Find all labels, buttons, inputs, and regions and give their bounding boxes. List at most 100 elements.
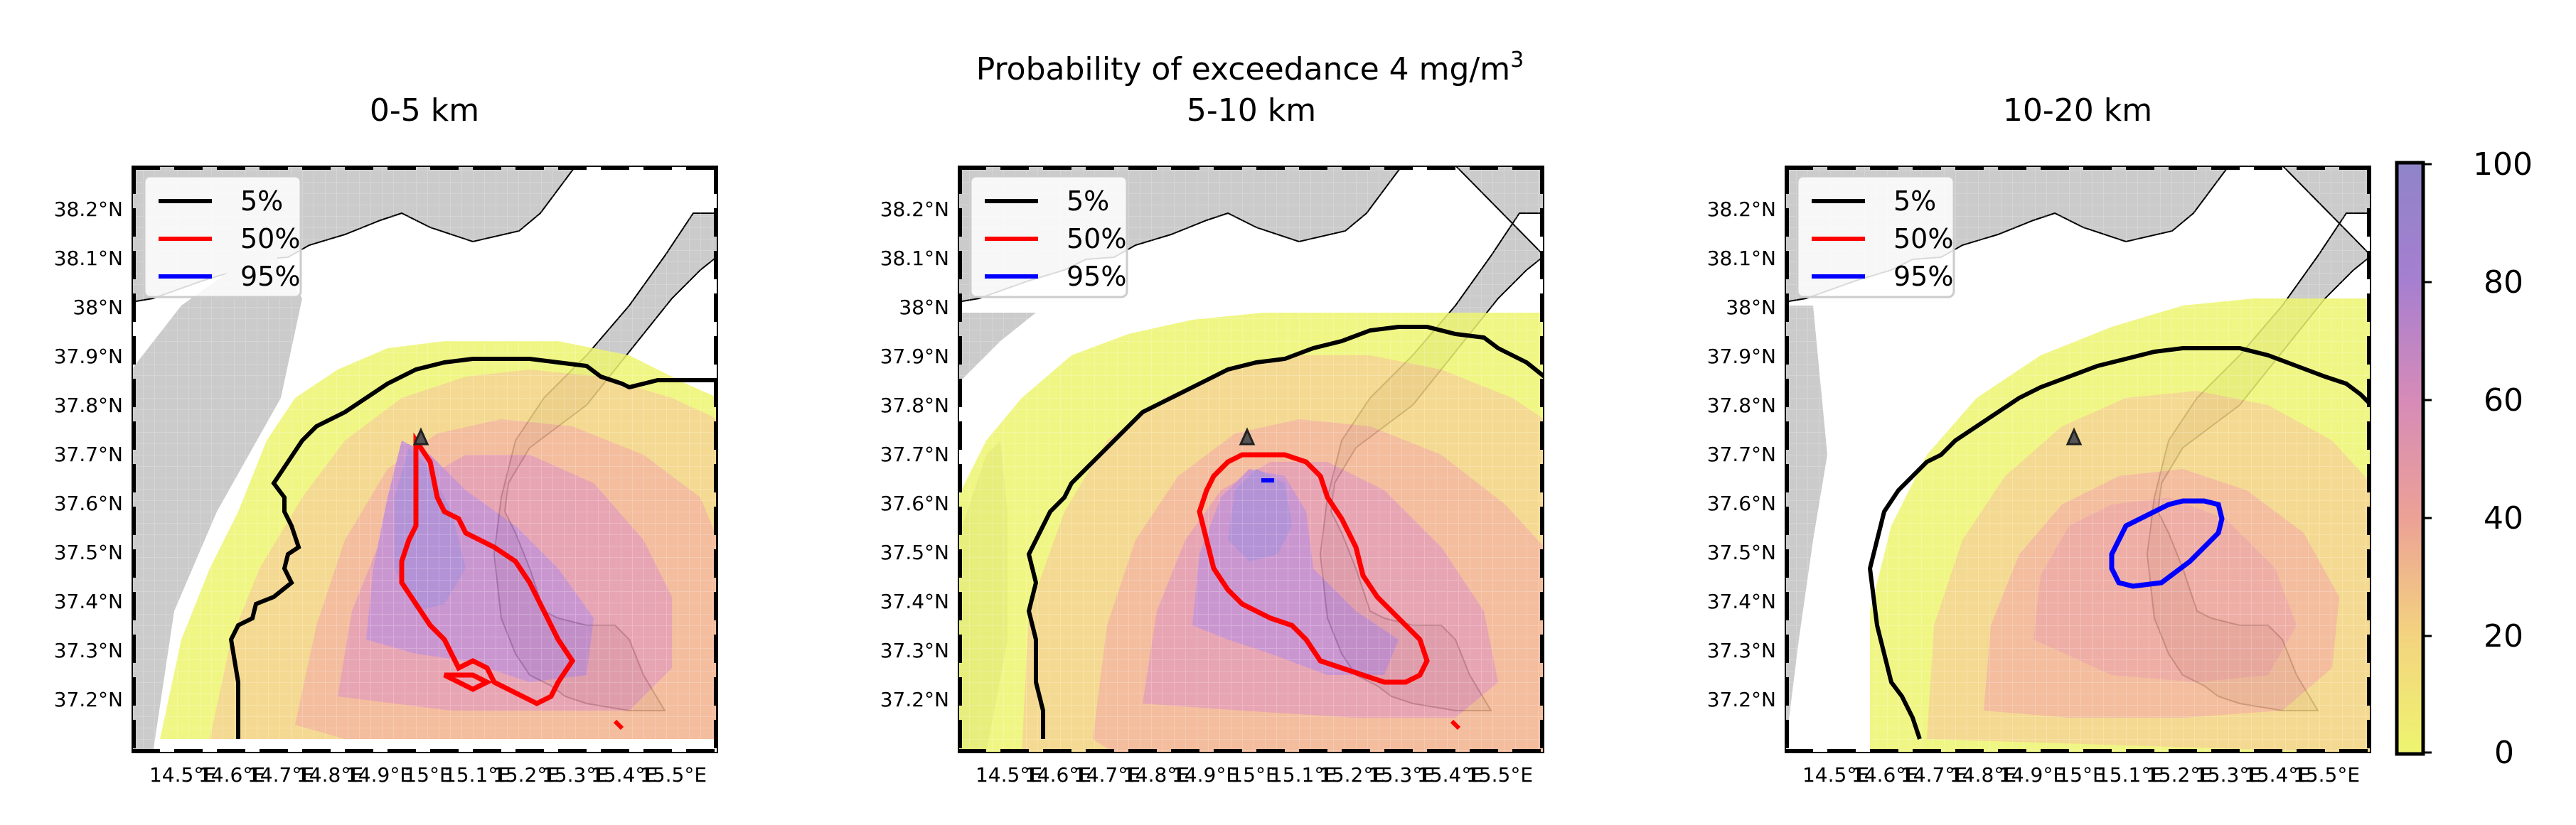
contour-50pct bbox=[399, 432, 576, 706]
svg-text:37.6°N: 37.6°N bbox=[880, 492, 949, 515]
svg-text:37.2°N: 37.2°N bbox=[1707, 688, 1776, 711]
svg-text:37.3°N: 37.3°N bbox=[1707, 639, 1776, 662]
svg-text:14.7°E: 14.7°E bbox=[1901, 763, 1967, 787]
panel-title-10-20km: 10-20 km bbox=[2003, 92, 2152, 129]
contour-50pct bbox=[1197, 452, 1430, 685]
svg-text:37.5°N: 37.5°N bbox=[54, 541, 123, 564]
legend-label-50pct: 50% bbox=[1893, 223, 1953, 254]
svg-text:38.2°N: 38.2°N bbox=[1707, 198, 1776, 221]
vent-marker bbox=[2065, 427, 2083, 446]
svg-text:15.2°E: 15.2°E bbox=[2146, 763, 2213, 787]
vent-marker bbox=[412, 427, 429, 446]
svg-text:37.3°N: 37.3°N bbox=[880, 639, 949, 662]
legend: 5% 50% 95% bbox=[1796, 175, 1955, 298]
svg-text:14.7°E: 14.7°E bbox=[1074, 763, 1140, 787]
svg-text:37.6°N: 37.6°N bbox=[54, 492, 123, 515]
svg-text:37.9°N: 37.9°N bbox=[54, 345, 123, 368]
svg-text:37.7°N: 37.7°N bbox=[1707, 443, 1776, 466]
svg-text:15.5°E: 15.5°E bbox=[1466, 763, 1533, 787]
svg-text:14.6°E: 14.6°E bbox=[1851, 763, 1918, 787]
svg-text:37.5°N: 37.5°N bbox=[1707, 541, 1776, 564]
svg-text:15.4°E: 15.4°E bbox=[591, 763, 658, 787]
legend: 5% 50% 95% bbox=[143, 175, 302, 298]
svg-text:15.1°E: 15.1°E bbox=[2097, 763, 2164, 787]
contour-5pct bbox=[1867, 346, 2371, 740]
legend: 5% 50% 95% bbox=[969, 175, 1128, 298]
svg-text:37.7°N: 37.7°N bbox=[880, 443, 949, 466]
vent-marker bbox=[1239, 427, 1256, 446]
colorbar-ticks: 100 80 60 40 20 0 bbox=[2423, 146, 2533, 771]
svg-text:15.5°E: 15.5°E bbox=[2293, 763, 2360, 787]
svg-text:14.6°E: 14.6°E bbox=[198, 763, 265, 787]
svg-text:37.4°N: 37.4°N bbox=[54, 590, 123, 613]
svg-text:38°N: 38°N bbox=[73, 296, 123, 319]
lat-tick-labels: 38.2°N 38.1°N 38°N 37.9°N 37.8°N 37.7°N … bbox=[880, 198, 949, 711]
svg-text:37.9°N: 37.9°N bbox=[1707, 345, 1776, 368]
contour-5pct bbox=[1026, 325, 1544, 739]
svg-text:14.9°E: 14.9°E bbox=[1172, 763, 1239, 787]
svg-text:37.8°N: 37.8°N bbox=[880, 394, 949, 417]
svg-text:14.8°E: 14.8°E bbox=[1123, 763, 1190, 787]
svg-text:15°E: 15°E bbox=[404, 763, 451, 787]
svg-text:14.9°E: 14.9°E bbox=[346, 763, 412, 787]
svg-text:37.4°N: 37.4°N bbox=[880, 590, 949, 613]
lon-tick-labels: 14.5°E 14.6°E 14.7°E 14.8°E 14.9°E 15°E … bbox=[976, 763, 1533, 787]
svg-text:38.1°N: 38.1°N bbox=[54, 247, 123, 270]
legend-label-5pct: 5% bbox=[1067, 185, 1109, 217]
svg-text:38.1°N: 38.1°N bbox=[1707, 247, 1776, 270]
svg-text:14.7°E: 14.7°E bbox=[247, 763, 314, 787]
lon-tick-labels: 14.5°E 14.6°E 14.7°E 14.8°E 14.9°E 15°E … bbox=[149, 763, 707, 787]
svg-text:38°N: 38°N bbox=[1726, 296, 1776, 319]
colorbar-tick-label: 60 bbox=[2484, 382, 2523, 419]
svg-text:15.4°E: 15.4°E bbox=[2244, 763, 2311, 787]
svg-text:38.2°N: 38.2°N bbox=[880, 198, 949, 221]
svg-text:15.3°E: 15.3°E bbox=[2195, 763, 2262, 787]
legend-label-95pct: 95% bbox=[1067, 261, 1126, 292]
svg-text:15.2°E: 15.2°E bbox=[493, 763, 560, 787]
legend-label-50pct: 50% bbox=[1067, 223, 1126, 254]
svg-text:14.5°E: 14.5°E bbox=[976, 763, 1042, 787]
svg-text:37.5°N: 37.5°N bbox=[880, 541, 949, 564]
svg-text:37.7°N: 37.7°N bbox=[54, 443, 123, 466]
lon-tick-labels: 14.5°E 14.6°E 14.7°E 14.8°E 14.9°E 15°E … bbox=[1802, 763, 2360, 787]
svg-text:37.9°N: 37.9°N bbox=[880, 345, 949, 368]
legend-label-95pct: 95% bbox=[240, 261, 300, 292]
legend-label-5pct: 5% bbox=[1893, 185, 1936, 217]
panel-title-5-10km: 5-10 km bbox=[1187, 92, 1316, 129]
svg-text:14.6°E: 14.6°E bbox=[1025, 763, 1091, 787]
map-panel-10-20km: 5% 50% 95% 38.2°N 38.1°N 38°N 37.9°N 37.… bbox=[1707, 166, 2371, 787]
colorbar-tick-label: 20 bbox=[2484, 618, 2523, 654]
legend-label-95pct: 95% bbox=[1893, 261, 1953, 292]
svg-text:14.8°E: 14.8°E bbox=[1950, 763, 2016, 787]
colorbar-tick-label: 80 bbox=[2484, 264, 2523, 301]
legend-label-5pct: 5% bbox=[240, 185, 283, 217]
svg-text:38.1°N: 38.1°N bbox=[880, 247, 949, 270]
map-panel-5-10km: 5% 50% 95% 38.2°N 38.1°N 38°N 37.9°N 37.… bbox=[880, 166, 1544, 787]
svg-text:14.5°E: 14.5°E bbox=[1802, 763, 1869, 787]
panel-title-0-5km: 0-5 km bbox=[370, 92, 479, 129]
svg-text:15.4°E: 15.4°E bbox=[1417, 763, 1484, 787]
svg-text:15°E: 15°E bbox=[1230, 763, 1278, 787]
svg-text:14.9°E: 14.9°E bbox=[1999, 763, 2065, 787]
svg-text:37.3°N: 37.3°N bbox=[54, 639, 123, 662]
svg-text:15.3°E: 15.3°E bbox=[1368, 763, 1435, 787]
svg-text:37.2°N: 37.2°N bbox=[880, 688, 949, 711]
svg-text:37.4°N: 37.4°N bbox=[1707, 590, 1776, 613]
colorbar-tick-label: 0 bbox=[2494, 735, 2514, 771]
svg-text:15.1°E: 15.1°E bbox=[1270, 763, 1337, 787]
svg-text:15.3°E: 15.3°E bbox=[542, 763, 609, 787]
svg-text:14.5°E: 14.5°E bbox=[149, 763, 216, 787]
contour-5pct bbox=[228, 357, 718, 739]
svg-text:15.1°E: 15.1°E bbox=[444, 763, 511, 787]
svg-text:15.5°E: 15.5°E bbox=[640, 763, 707, 787]
probability-field bbox=[132, 166, 718, 753]
svg-text:38°N: 38°N bbox=[899, 296, 949, 319]
lat-tick-labels: 38.2°N 38.1°N 38°N 37.9°N 37.8°N 37.7°N … bbox=[1707, 198, 1776, 711]
svg-text:37.8°N: 37.8°N bbox=[1707, 394, 1776, 417]
figure-title: Probability of exceedance 4 mg/m3 bbox=[976, 48, 1524, 87]
lat-tick-labels: 38.2°N 38.1°N 38°N 37.9°N 37.8°N 37.7°N … bbox=[54, 198, 123, 711]
colorbar-gradient bbox=[2395, 161, 2425, 756]
svg-text:15°E: 15°E bbox=[2057, 763, 2105, 787]
colorbar: 100 80 60 40 20 0 bbox=[2395, 146, 2533, 771]
